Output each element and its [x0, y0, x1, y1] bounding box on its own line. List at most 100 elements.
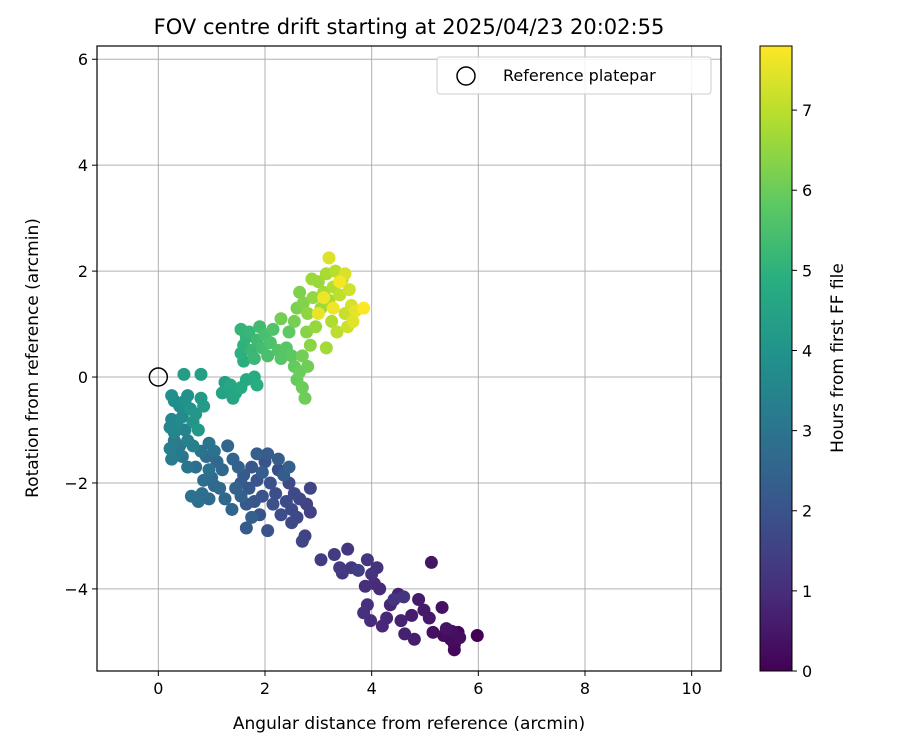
data-point: [295, 381, 309, 395]
data-point: [405, 608, 419, 622]
data-point: [266, 497, 280, 511]
data-point: [296, 296, 310, 310]
data-point: [346, 314, 360, 328]
colorbar-tick-label: 0: [802, 662, 812, 681]
data-point: [375, 619, 389, 633]
data-point: [191, 423, 205, 437]
data-point: [407, 632, 421, 646]
data-point: [394, 614, 408, 628]
data-point: [245, 510, 259, 524]
x-tick-label: 6: [473, 679, 483, 698]
data-point: [325, 314, 339, 328]
colorbar-tick-label: 3: [802, 422, 812, 441]
data-point: [226, 452, 240, 466]
data-point: [439, 622, 453, 636]
data-point: [282, 460, 296, 474]
data-point: [274, 312, 288, 326]
data-point: [333, 275, 347, 289]
data-point: [279, 495, 293, 509]
y-tick-label: 2: [78, 262, 88, 281]
data-point: [358, 579, 372, 593]
data-point: [250, 447, 264, 461]
data-point: [365, 567, 379, 581]
data-point: [311, 306, 325, 320]
data-point: [357, 606, 371, 620]
x-tick-label: 0: [153, 679, 163, 698]
data-point: [295, 349, 309, 363]
data-point: [175, 410, 189, 424]
data-point: [424, 555, 438, 569]
data-point: [303, 481, 317, 495]
data-point: [293, 285, 307, 299]
data-point: [322, 251, 336, 265]
colorbar-ticks: 0 1 2 3 4 5 6 7: [792, 101, 812, 681]
data-point: [261, 524, 275, 538]
data-point: [282, 325, 296, 339]
data-point: [186, 439, 200, 453]
data-point: [317, 291, 331, 305]
data-point: [229, 481, 243, 495]
data-point: [342, 283, 356, 297]
plot-frame: [96, 45, 722, 672]
data-point: [202, 463, 216, 477]
data-point: [242, 325, 256, 339]
data-point: [269, 487, 283, 501]
data-point: [330, 325, 344, 339]
data-point: [181, 389, 195, 403]
data-point: [306, 291, 320, 305]
data-point: [266, 322, 280, 336]
data-point: [341, 542, 355, 556]
colorbar-tick-label: 1: [802, 582, 812, 601]
legend-label: Reference platepar: [503, 66, 656, 85]
data-point: [333, 561, 347, 575]
colorbar-tick-label: 7: [802, 101, 812, 120]
colorbar-label: Hours from first FF file: [828, 263, 848, 453]
data-point: [184, 489, 198, 503]
x-tick-label: 2: [260, 679, 270, 698]
legend: Reference platepar: [436, 56, 712, 95]
data-point: [333, 288, 347, 302]
legend-box: [436, 56, 712, 95]
data-point: [305, 272, 319, 286]
data-point: [163, 442, 177, 456]
data-point: [197, 399, 211, 413]
data-point: [295, 534, 309, 548]
y-tick-label: 6: [78, 50, 88, 69]
grid-lines: [97, 46, 721, 671]
data-point: [263, 476, 277, 490]
data-point: [250, 378, 264, 392]
data-point: [298, 391, 312, 405]
x-axis-label: Angular distance from reference (arcmin): [233, 714, 585, 734]
data-point: [177, 367, 191, 381]
data-point: [245, 460, 259, 474]
data-point: [360, 553, 374, 567]
data-point: [412, 592, 426, 606]
data-point: [357, 301, 371, 315]
data-point: [263, 336, 277, 350]
y-tick-label: −2: [64, 474, 88, 493]
data-point: [287, 487, 301, 501]
colorbar: 0 1 2 3 4 5 6 7 Hours from first FF file: [759, 45, 848, 681]
data-point: [303, 338, 317, 352]
data-point: [301, 359, 315, 373]
data-point: [181, 460, 195, 474]
x-axis-ticks: 0 2 4 6 8 10: [153, 671, 702, 698]
data-point: [165, 389, 179, 403]
x-tick-label: 10: [681, 679, 701, 698]
data-point: [218, 492, 232, 506]
data-point: [326, 301, 340, 315]
scatter-points: [163, 251, 484, 657]
data-point: [426, 625, 440, 639]
colorbar-tick-label: 5: [802, 261, 812, 280]
y-axis-label: Rotation from reference (arcmin): [23, 218, 43, 498]
y-axis-ticks: −4 −2 0 2 4 6: [64, 50, 97, 599]
legend-marker: [456, 66, 476, 86]
y-tick-label: 0: [78, 368, 88, 387]
data-point: [351, 563, 365, 577]
data-point: [398, 627, 412, 641]
data-point: [470, 629, 484, 643]
data-point: [274, 508, 288, 522]
data-point: [301, 306, 315, 320]
data-point: [327, 547, 341, 561]
